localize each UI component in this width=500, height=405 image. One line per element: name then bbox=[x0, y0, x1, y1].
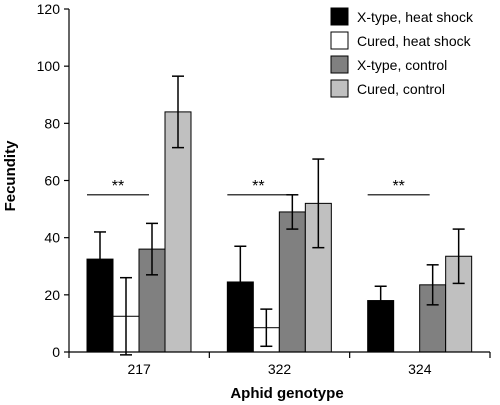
significance-label: ** bbox=[112, 178, 124, 195]
y-axis-title: Fecundity bbox=[2, 140, 19, 211]
y-tick-label: 120 bbox=[37, 1, 61, 17]
significance-annotations: ** ** ** bbox=[87, 178, 430, 196]
significance-label: ** bbox=[252, 178, 264, 195]
y-tick-label: 60 bbox=[44, 173, 60, 189]
error-bars-layer bbox=[94, 75, 465, 356]
y-tick-label: 40 bbox=[44, 230, 60, 246]
y-tick-label: 0 bbox=[52, 344, 60, 360]
legend: X-type, heat shock Cured, heat shock X-typ… bbox=[330, 7, 474, 98]
legend-label: X-type, control bbox=[357, 57, 447, 73]
legend-swatch bbox=[330, 31, 349, 50]
x-axis-ticks: 217 322 324 bbox=[68, 352, 491, 377]
legend-swatch bbox=[330, 7, 349, 26]
y-axis-ticks: 0 20 40 60 80 100 120 bbox=[37, 1, 69, 360]
y-tick-label: 20 bbox=[44, 287, 60, 303]
x-axis-title: Aphid genotype bbox=[230, 385, 343, 402]
x-tick-label: 324 bbox=[408, 361, 432, 377]
bars-layer bbox=[86, 111, 473, 353]
bar bbox=[278, 211, 306, 353]
y-tick-label: 100 bbox=[37, 58, 61, 74]
legend-label: Cured, heat shock bbox=[357, 33, 472, 49]
x-tick-label: 322 bbox=[268, 361, 292, 377]
legend-swatch bbox=[330, 55, 349, 74]
y-tick-label: 80 bbox=[44, 115, 60, 131]
x-tick-label: 217 bbox=[127, 361, 151, 377]
legend-swatch bbox=[330, 79, 349, 98]
legend-label: X-type, heat shock bbox=[357, 9, 474, 25]
legend-label: Cured, control bbox=[357, 81, 445, 97]
bar bbox=[164, 111, 192, 353]
significance-label: ** bbox=[392, 178, 404, 195]
